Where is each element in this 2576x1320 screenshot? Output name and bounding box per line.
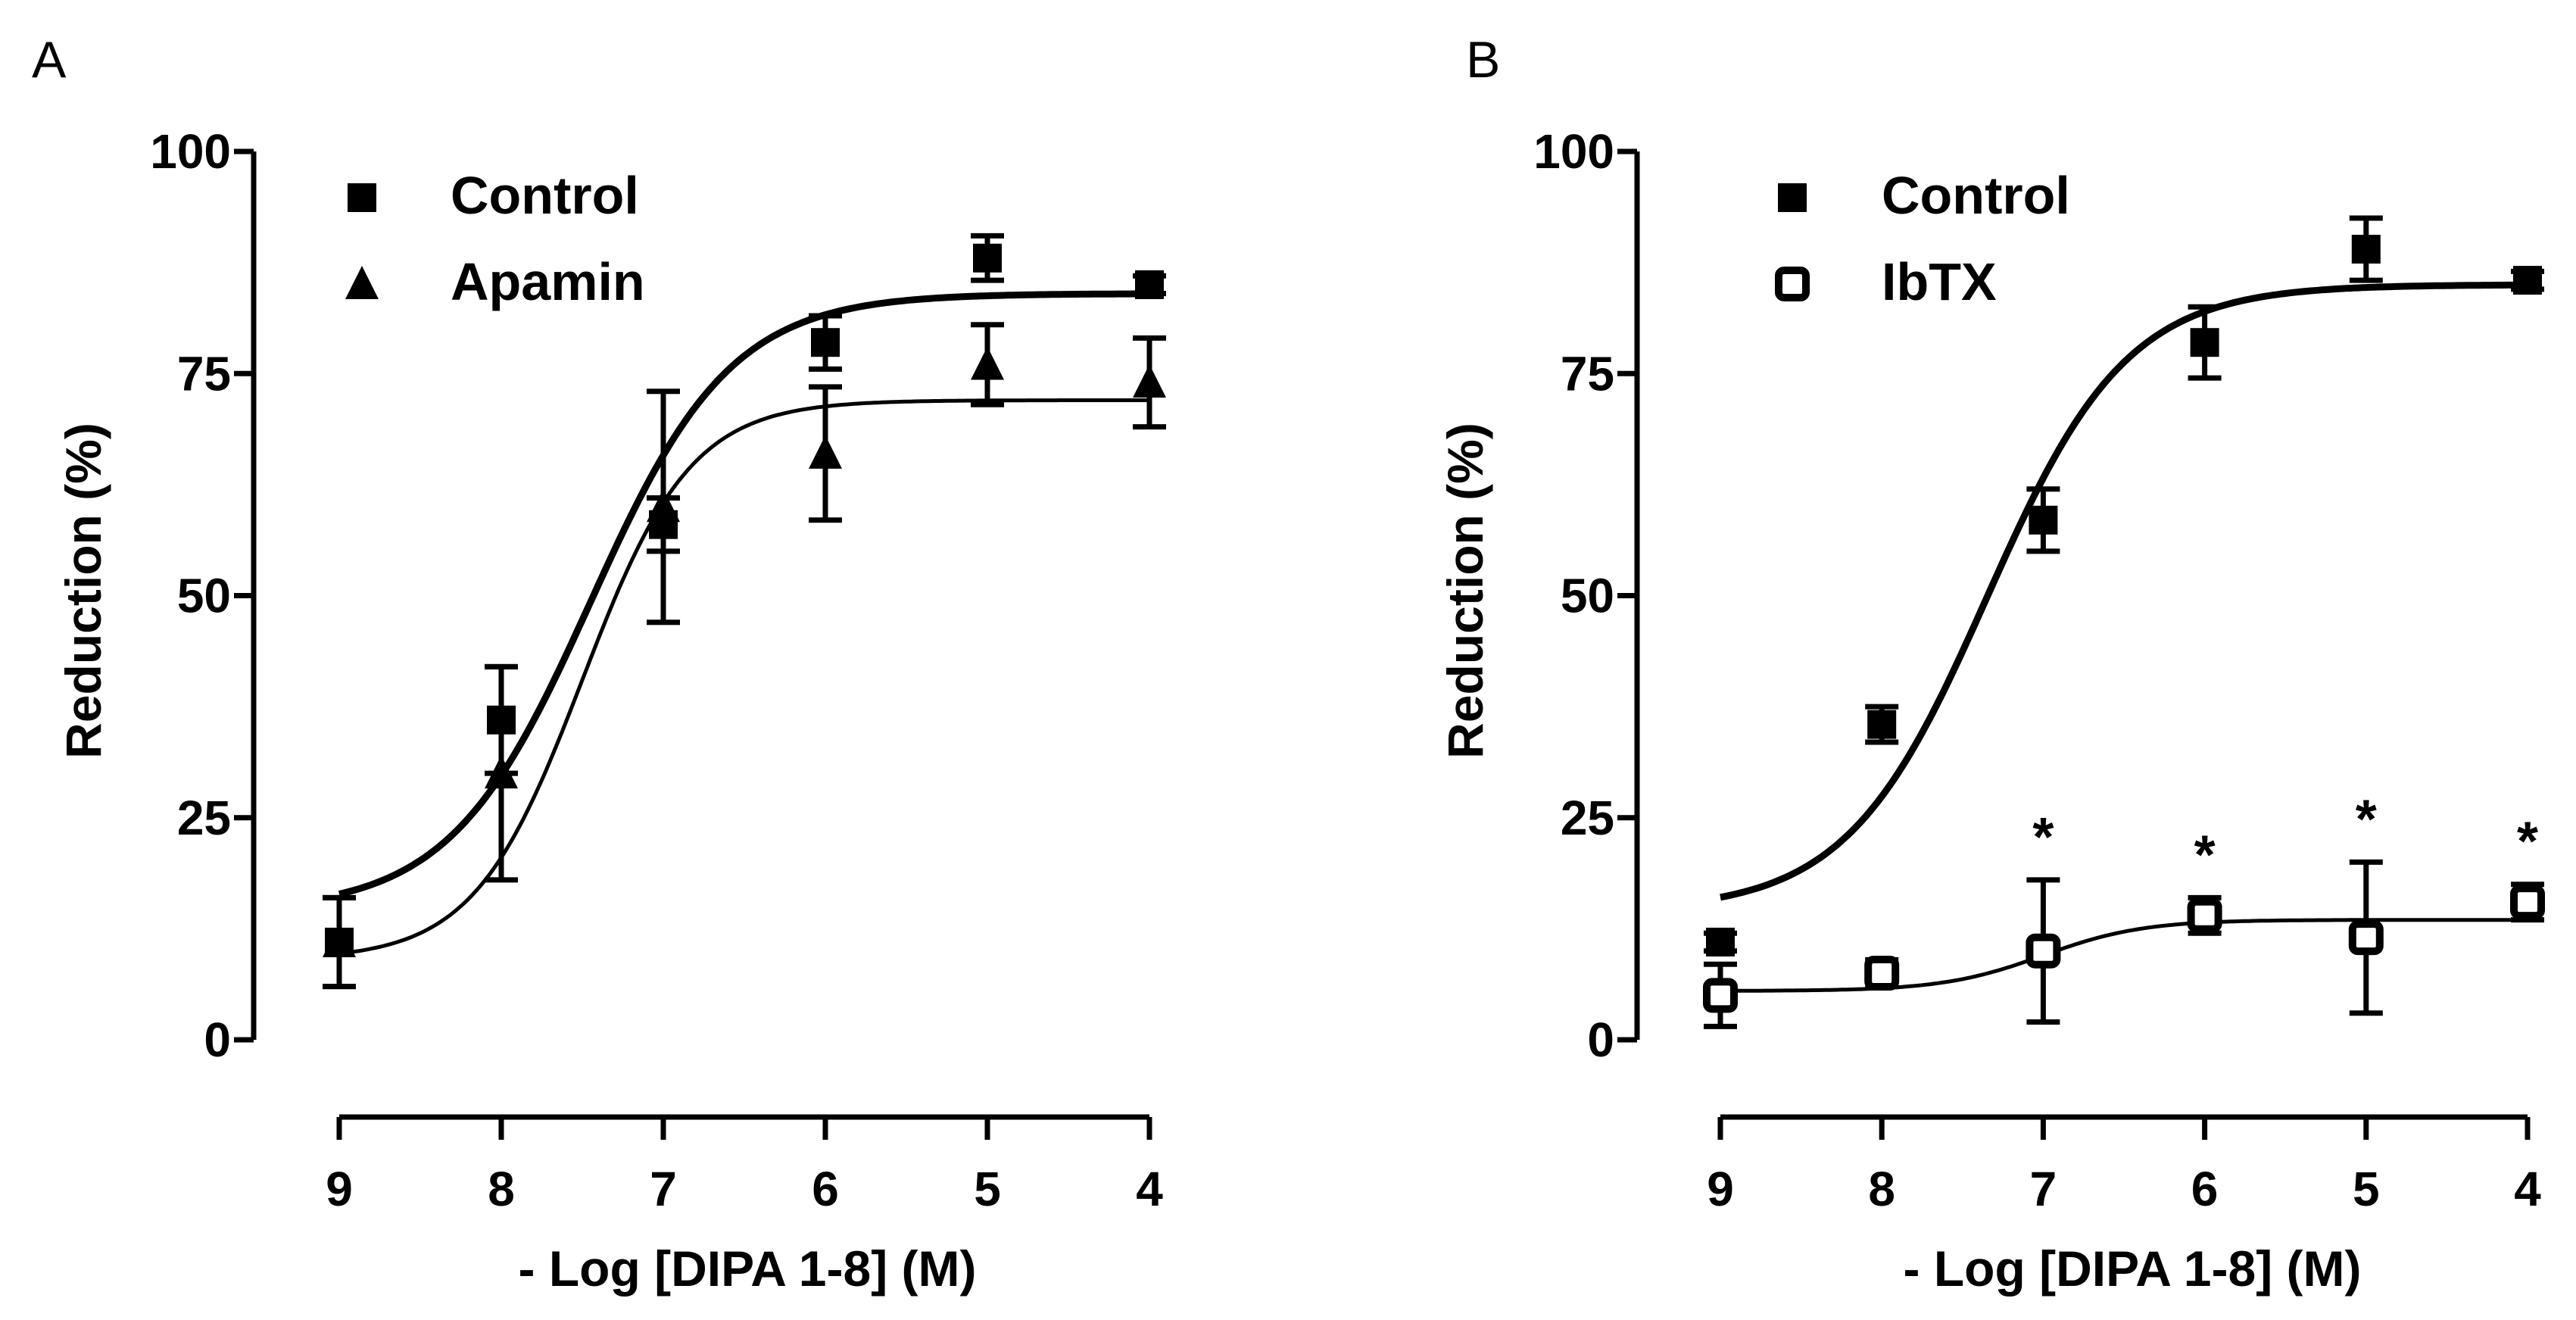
data-point: [2351, 235, 2381, 264]
panel-a: A - Log [DIPA 1-8] (M) Reduction (%) Con…: [32, 31, 1166, 1297]
x-tick-label: 6: [2191, 1162, 2219, 1216]
legend-label: Control: [1882, 166, 2070, 225]
data-point: [2513, 266, 2542, 295]
y-tick-label: 0: [1587, 1013, 1614, 1067]
legend-label: Control: [451, 166, 639, 225]
fit-curve-control: [338, 290, 1149, 897]
x-tick-label: 9: [326, 1162, 353, 1216]
data-point: [485, 755, 518, 789]
panel-b: B - Log [DIPA 1-8] (M) Reduction (%) Con…: [1437, 31, 2545, 1297]
data-point: [2026, 933, 2061, 969]
significance-star: *: [2032, 807, 2054, 868]
x-tick-label: 5: [2353, 1162, 2380, 1216]
x-axis-label: - Log [DIPA 1-8] (M): [519, 1240, 977, 1297]
legend-label: IbTX: [1882, 252, 1997, 311]
data-point: [323, 923, 356, 957]
legend-marker: [1778, 183, 1807, 212]
fit-curve-control: [1720, 281, 2528, 901]
y-tick-label: 100: [150, 124, 231, 179]
legend-marker: [345, 266, 379, 299]
y-tick-label: 25: [177, 791, 231, 845]
data-point: [2029, 505, 2058, 535]
data-point: [1703, 978, 1738, 1013]
fit-curve-ibtx: [1720, 918, 2528, 993]
y-axis-label: Reduction (%): [55, 423, 111, 759]
y-tick-label: 50: [177, 569, 231, 623]
data-point: [2190, 328, 2219, 357]
y-tick-label: 50: [1561, 569, 1614, 623]
x-tick-label: 6: [812, 1162, 839, 1216]
x-tick-label: 8: [488, 1162, 515, 1216]
x-tick-label: 7: [650, 1162, 677, 1216]
y-tick-label: 75: [177, 346, 231, 401]
significance-star: *: [2517, 812, 2538, 872]
x-tick-label: 4: [1136, 1162, 1163, 1216]
x-tick-label: 9: [1707, 1162, 1734, 1216]
x-tick-label: 7: [2030, 1162, 2057, 1216]
significance-star: *: [2356, 789, 2377, 850]
panel-letter: A: [32, 31, 67, 89]
x-tick-label: 4: [2514, 1162, 2541, 1216]
x-tick-label: 5: [974, 1162, 1001, 1216]
data-point: [973, 243, 1002, 273]
data-point: [971, 346, 1004, 380]
data-point: [809, 435, 842, 469]
data-point: [1867, 710, 1897, 739]
fit-curve-apamin: [338, 398, 1149, 956]
y-tick-label: 100: [1533, 124, 1614, 179]
data-point: [811, 328, 840, 357]
x-tick-label: 8: [1868, 1162, 1895, 1216]
data-point: [1706, 927, 1735, 956]
data-point: [2510, 885, 2545, 920]
y-tick-label: 25: [1561, 791, 1614, 845]
data-point: [2348, 920, 2384, 956]
data-point: [2187, 897, 2222, 933]
panel-letter: B: [1466, 31, 1500, 89]
y-tick-label: 0: [204, 1013, 231, 1067]
legend-marker: [348, 183, 376, 212]
legend-label: Apamin: [451, 252, 645, 311]
significance-star: *: [2194, 825, 2216, 885]
y-tick-label: 75: [1561, 346, 1614, 401]
legend-marker: [1775, 267, 1810, 301]
data-point: [1135, 270, 1164, 299]
data-point: [1864, 956, 1900, 991]
x-axis-label: - Log [DIPA 1-8] (M): [1904, 1240, 2362, 1297]
data-point: [647, 488, 680, 523]
data-point: [1133, 364, 1166, 398]
y-axis-label: Reduction (%): [1437, 423, 1493, 759]
